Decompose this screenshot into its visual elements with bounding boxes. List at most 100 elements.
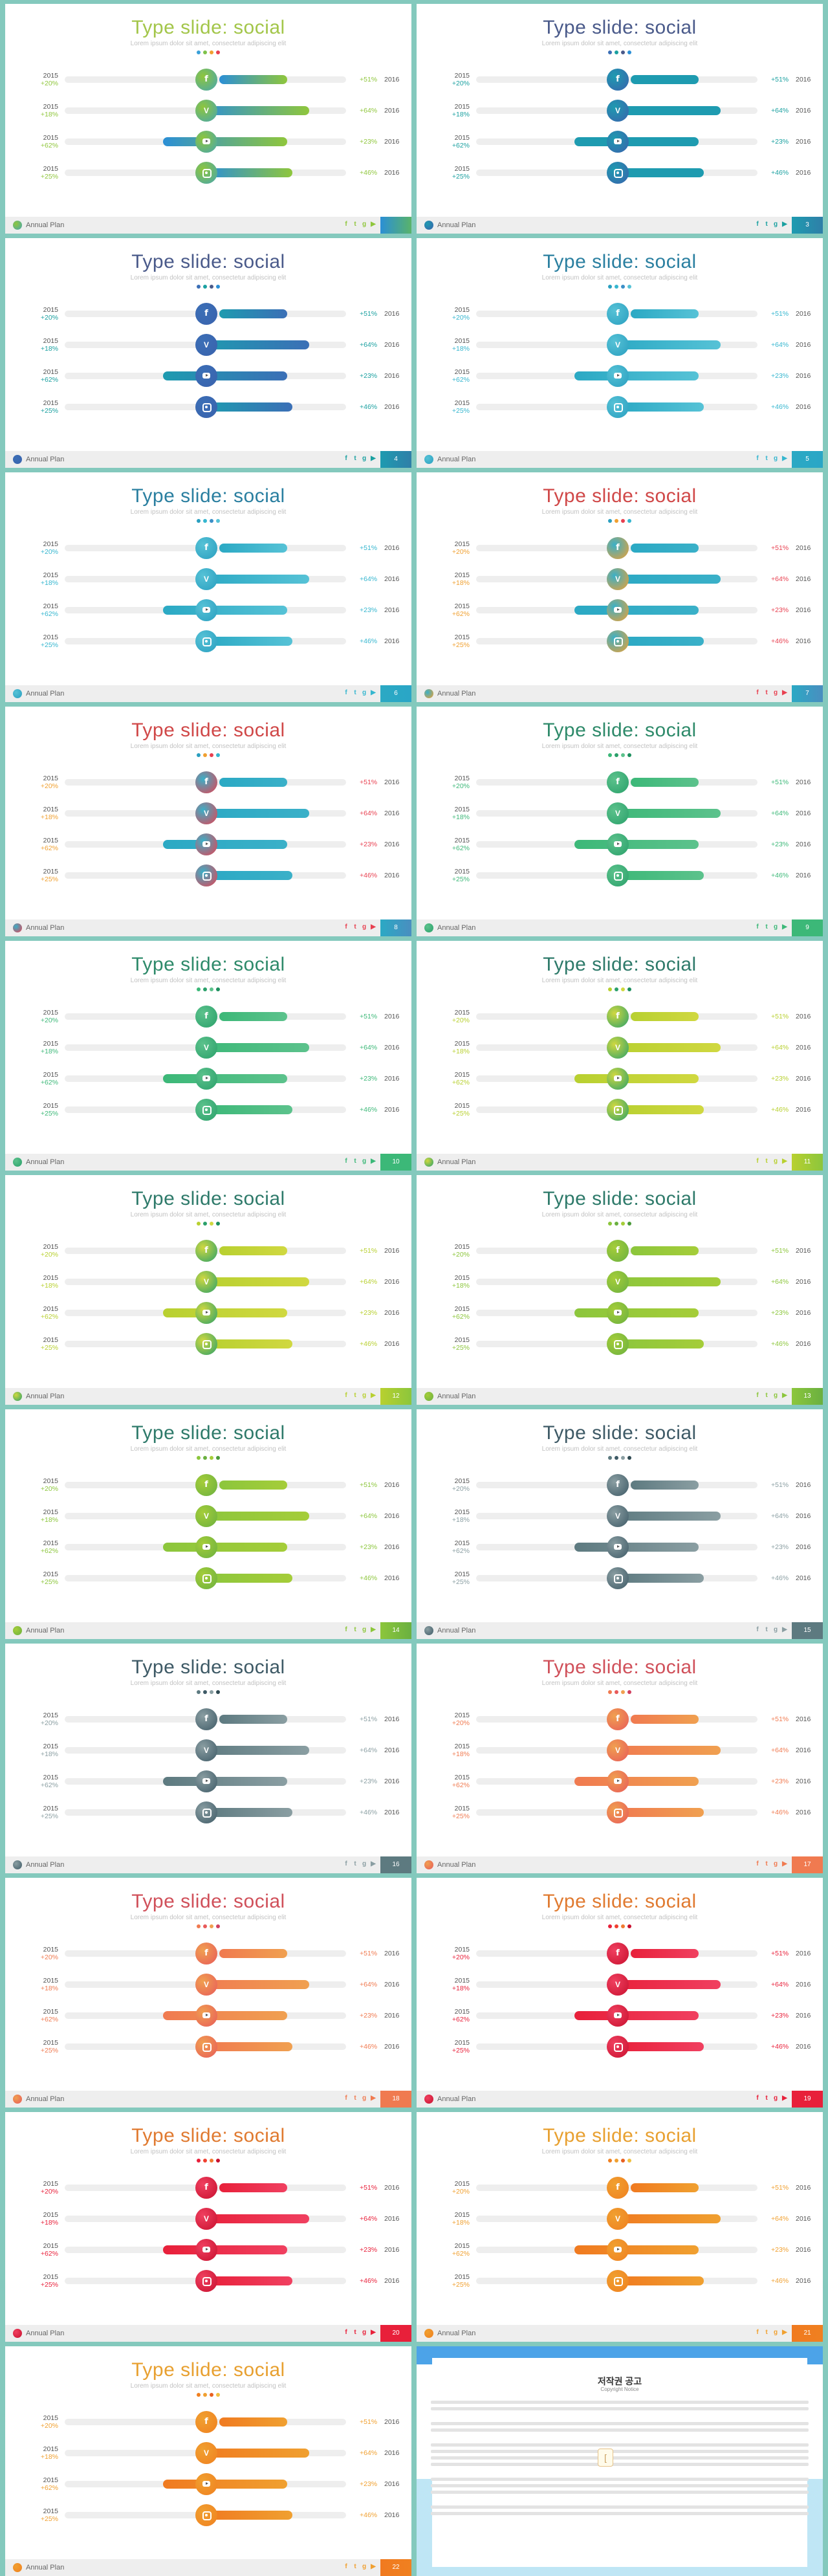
youtube-icon[interactable]: ▶ xyxy=(371,1626,376,1633)
slide-thumbnail[interactable]: Type slide: social Lorem ipsum dolor sit … xyxy=(5,941,411,1171)
facebook-icon[interactable]: f xyxy=(756,1860,759,1867)
facebook-icon[interactable]: f xyxy=(756,1392,759,1399)
youtube-icon[interactable]: ▶ xyxy=(371,2563,376,2570)
google-plus-icon[interactable]: g xyxy=(362,1392,367,1399)
twitter-icon[interactable]: t xyxy=(354,923,356,930)
slide-thumbnail[interactable]: Type slide: social Lorem ipsum dolor sit … xyxy=(417,4,823,234)
twitter-icon[interactable]: t xyxy=(354,1626,356,1633)
google-plus-icon[interactable]: g xyxy=(362,1158,367,1165)
twitter-icon[interactable]: t xyxy=(354,455,356,462)
facebook-icon[interactable]: f xyxy=(345,689,347,696)
facebook-icon[interactable]: f xyxy=(756,2095,759,2102)
facebook-icon[interactable]: f xyxy=(756,923,759,930)
copyright-slide[interactable]: 저작권 공고 Copyright Notice [ xyxy=(417,2346,823,2576)
youtube-icon[interactable]: ▶ xyxy=(782,2329,787,2336)
google-plus-icon[interactable]: g xyxy=(362,2329,367,2336)
slide-thumbnail[interactable]: Type slide: social Lorem ipsum dolor sit … xyxy=(5,1175,411,1405)
twitter-icon[interactable]: t xyxy=(765,1626,768,1633)
google-plus-icon[interactable]: g xyxy=(773,2329,778,2336)
facebook-icon[interactable]: f xyxy=(756,1626,759,1633)
youtube-icon[interactable]: ▶ xyxy=(371,923,376,930)
twitter-icon[interactable]: t xyxy=(354,1860,356,1867)
twitter-icon[interactable]: t xyxy=(354,221,356,228)
youtube-icon[interactable]: ▶ xyxy=(782,1392,787,1399)
twitter-icon[interactable]: t xyxy=(765,455,768,462)
facebook-icon[interactable]: f xyxy=(345,1860,347,1867)
slide-thumbnail[interactable]: Type slide: social Lorem ipsum dolor sit … xyxy=(5,238,411,468)
slide-thumbnail[interactable]: Type slide: social Lorem ipsum dolor sit … xyxy=(5,1644,411,1873)
slide-thumbnail[interactable]: Type slide: social Lorem ipsum dolor sit … xyxy=(417,2112,823,2342)
google-plus-icon[interactable]: g xyxy=(773,455,778,462)
slide-thumbnail[interactable]: Type slide: social Lorem ipsum dolor sit … xyxy=(5,4,411,234)
youtube-icon[interactable]: ▶ xyxy=(371,1860,376,1867)
youtube-icon[interactable]: ▶ xyxy=(782,2095,787,2102)
google-plus-icon[interactable]: g xyxy=(773,689,778,696)
facebook-icon[interactable]: f xyxy=(345,1626,347,1633)
slide-thumbnail[interactable]: Type slide: social Lorem ipsum dolor sit … xyxy=(417,1409,823,1639)
twitter-icon[interactable]: t xyxy=(765,221,768,228)
twitter-icon[interactable]: t xyxy=(765,1860,768,1867)
slide-thumbnail[interactable]: Type slide: social Lorem ipsum dolor sit … xyxy=(417,238,823,468)
facebook-icon[interactable]: f xyxy=(345,2563,347,2570)
twitter-icon[interactable]: t xyxy=(765,689,768,696)
youtube-icon[interactable]: ▶ xyxy=(782,923,787,930)
slide-thumbnail[interactable]: Type slide: social Lorem ipsum dolor sit … xyxy=(5,1878,411,2108)
google-plus-icon[interactable]: g xyxy=(773,1158,778,1165)
slide-thumbnail[interactable]: Type slide: social Lorem ipsum dolor sit … xyxy=(417,1644,823,1873)
twitter-icon[interactable]: t xyxy=(354,1158,356,1165)
google-plus-icon[interactable]: g xyxy=(773,923,778,930)
twitter-icon[interactable]: t xyxy=(354,2329,356,2336)
google-plus-icon[interactable]: g xyxy=(773,2095,778,2102)
google-plus-icon[interactable]: g xyxy=(362,455,367,462)
slide-thumbnail[interactable]: Type slide: social Lorem ipsum dolor sit … xyxy=(5,2112,411,2342)
google-plus-icon[interactable]: g xyxy=(773,1392,778,1399)
facebook-icon[interactable]: f xyxy=(756,221,759,228)
twitter-icon[interactable]: t xyxy=(765,2329,768,2336)
twitter-icon[interactable]: t xyxy=(354,2563,356,2570)
facebook-icon[interactable]: f xyxy=(756,1158,759,1165)
facebook-icon[interactable]: f xyxy=(345,2095,347,2102)
facebook-icon[interactable]: f xyxy=(345,455,347,462)
facebook-icon[interactable]: f xyxy=(345,2329,347,2336)
google-plus-icon[interactable]: g xyxy=(362,2563,367,2570)
google-plus-icon[interactable]: g xyxy=(362,221,367,228)
twitter-icon[interactable]: t xyxy=(354,2095,356,2102)
slide-thumbnail[interactable]: Type slide: social Lorem ipsum dolor sit … xyxy=(5,2346,411,2576)
slide-thumbnail[interactable]: Type slide: social Lorem ipsum dolor sit … xyxy=(417,941,823,1171)
twitter-icon[interactable]: t xyxy=(765,1158,768,1165)
google-plus-icon[interactable]: g xyxy=(773,1860,778,1867)
google-plus-icon[interactable]: g xyxy=(362,923,367,930)
youtube-icon[interactable]: ▶ xyxy=(782,455,787,462)
twitter-icon[interactable]: t xyxy=(354,1392,356,1399)
facebook-icon[interactable]: f xyxy=(345,1158,347,1165)
facebook-icon[interactable]: f xyxy=(756,2329,759,2336)
twitter-icon[interactable]: t xyxy=(765,923,768,930)
youtube-icon[interactable]: ▶ xyxy=(371,1392,376,1399)
facebook-icon[interactable]: f xyxy=(345,1392,347,1399)
youtube-icon[interactable]: ▶ xyxy=(782,1158,787,1165)
slide-thumbnail[interactable]: Type slide: social Lorem ipsum dolor sit … xyxy=(417,472,823,702)
slide-thumbnail[interactable]: Type slide: social Lorem ipsum dolor sit … xyxy=(417,1175,823,1405)
youtube-icon[interactable]: ▶ xyxy=(782,1626,787,1633)
twitter-icon[interactable]: t xyxy=(765,2095,768,2102)
facebook-icon[interactable]: f xyxy=(345,221,347,228)
youtube-icon[interactable]: ▶ xyxy=(371,455,376,462)
facebook-icon[interactable]: f xyxy=(345,923,347,930)
slide-thumbnail[interactable]: Type slide: social Lorem ipsum dolor sit … xyxy=(417,707,823,936)
youtube-icon[interactable]: ▶ xyxy=(371,2329,376,2336)
google-plus-icon[interactable]: g xyxy=(362,1860,367,1867)
google-plus-icon[interactable]: g xyxy=(773,221,778,228)
google-plus-icon[interactable]: g xyxy=(362,1626,367,1633)
youtube-icon[interactable]: ▶ xyxy=(782,1860,787,1867)
slide-thumbnail[interactable]: Type slide: social Lorem ipsum dolor sit … xyxy=(5,472,411,702)
google-plus-icon[interactable]: g xyxy=(773,1626,778,1633)
slide-thumbnail[interactable]: Type slide: social Lorem ipsum dolor sit … xyxy=(5,1409,411,1639)
youtube-icon[interactable]: ▶ xyxy=(371,221,376,228)
google-plus-icon[interactable]: g xyxy=(362,689,367,696)
youtube-icon[interactable]: ▶ xyxy=(371,2095,376,2102)
twitter-icon[interactable]: t xyxy=(765,1392,768,1399)
facebook-icon[interactable]: f xyxy=(756,689,759,696)
youtube-icon[interactable]: ▶ xyxy=(371,1158,376,1165)
youtube-icon[interactable]: ▶ xyxy=(782,221,787,228)
slide-thumbnail[interactable]: Type slide: social Lorem ipsum dolor sit … xyxy=(5,707,411,936)
